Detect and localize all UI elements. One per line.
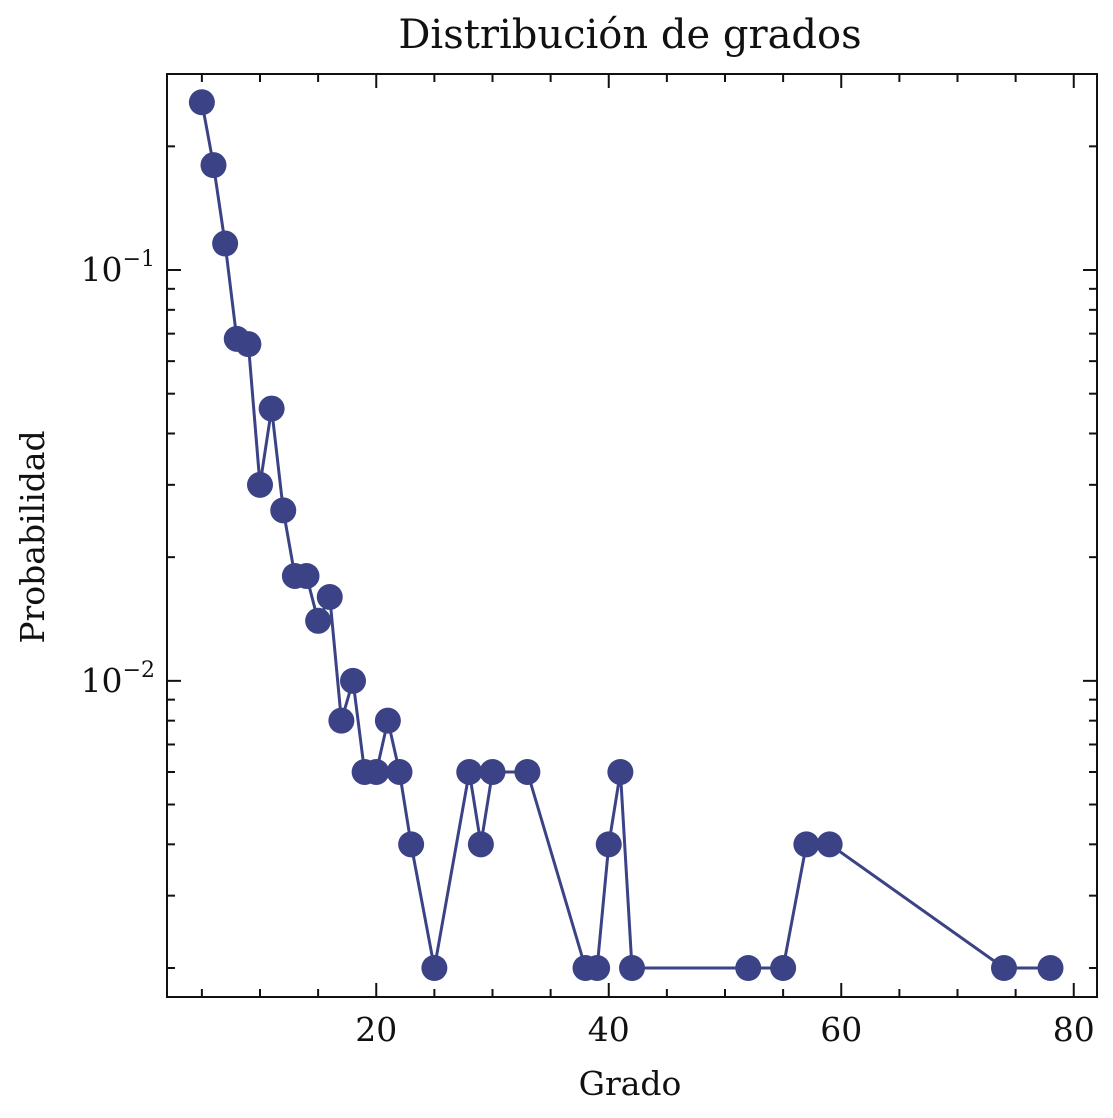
data-point: [340, 667, 366, 694]
data-point: [421, 955, 448, 982]
data-point: [584, 955, 611, 982]
data-point: [770, 955, 797, 982]
data-point: [607, 758, 634, 785]
plot-frame: [166, 73, 1098, 998]
data-point: [619, 955, 645, 982]
data-point: [212, 230, 239, 257]
data-point: [991, 955, 1017, 982]
chart-title: Distribución de grados: [398, 12, 861, 58]
x-tick-label: 20: [355, 1010, 397, 1049]
data-point: [1037, 955, 1064, 982]
plot-area: 20 40 60 80 10−1 10−2: [81, 73, 1098, 1049]
data-point: [514, 758, 541, 785]
data-point: [456, 758, 483, 785]
data-point: [188, 89, 215, 116]
data-point: [735, 955, 762, 982]
x-axis-label: Grado: [579, 1064, 682, 1103]
data-point: [328, 707, 355, 734]
data-point: [374, 707, 401, 734]
x-tick-label: 80: [1053, 1010, 1095, 1049]
y-axis-label: Probabilidad: [13, 430, 52, 643]
y-tick-label: 10−1: [81, 247, 155, 289]
data-point: [793, 831, 820, 858]
data-point: [479, 758, 506, 785]
data-point: [247, 471, 273, 498]
x-tick-label: 60: [820, 1010, 862, 1049]
data-point: [363, 758, 390, 785]
data-point: [467, 831, 494, 858]
data-point: [235, 331, 262, 358]
series-line: [200, 102, 1051, 970]
data-point: [816, 831, 843, 858]
data-point: [200, 152, 227, 179]
data-point: [398, 831, 425, 858]
data-point: [293, 562, 320, 589]
x-tick-label: 40: [588, 1010, 630, 1049]
data-point: [316, 583, 343, 610]
data-point: [386, 758, 413, 785]
y-tick-label: 10−2: [81, 658, 155, 700]
data-point: [595, 831, 622, 858]
data-point: [270, 497, 297, 524]
data-point: [305, 607, 332, 634]
data-point: [258, 395, 285, 422]
